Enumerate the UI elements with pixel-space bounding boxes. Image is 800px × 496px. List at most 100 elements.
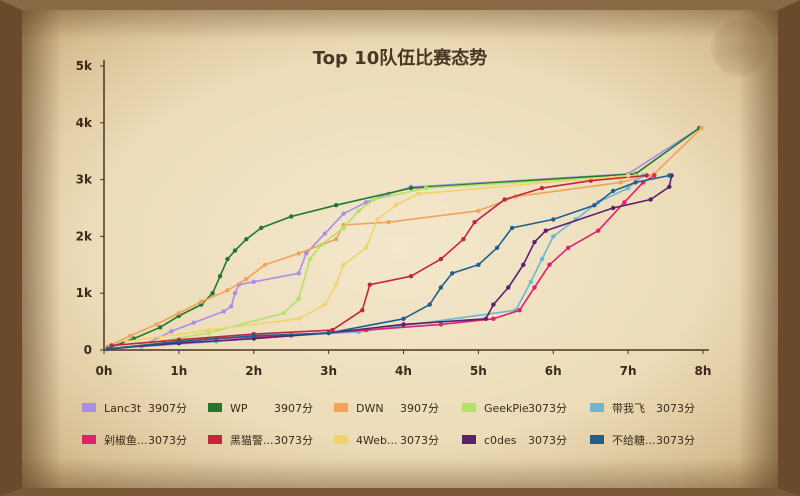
data-point	[333, 282, 339, 287]
data-point	[259, 225, 264, 231]
data-point	[367, 282, 372, 287]
y-tick-label: 5k	[76, 59, 93, 73]
legend-swatch-4	[590, 403, 604, 412]
data-point	[438, 322, 444, 327]
legend-swatch-7	[334, 435, 348, 444]
series-line-3	[141, 174, 636, 346]
data-point	[210, 291, 215, 296]
data-point	[262, 262, 268, 267]
data-point	[667, 173, 672, 178]
legend-score-4: 3073分	[656, 402, 695, 415]
data-point	[521, 262, 526, 267]
data-point	[307, 256, 313, 262]
data-point	[176, 339, 182, 344]
legend-name-0: Lanc3t	[104, 402, 142, 415]
data-point	[206, 327, 211, 333]
data-point	[494, 245, 500, 250]
x-tick-label: 6h	[545, 364, 562, 378]
data-point	[124, 339, 129, 344]
data-point	[356, 208, 361, 213]
legend-score-8: 3073分	[528, 434, 567, 447]
data-point	[393, 203, 399, 208]
x-tick-label: 0h	[96, 364, 113, 378]
data-point	[232, 291, 238, 296]
data-point	[333, 237, 339, 242]
data-point	[539, 256, 545, 262]
data-point	[251, 333, 256, 338]
legend-swatch-2	[334, 403, 348, 412]
data-point	[341, 225, 346, 231]
data-point	[318, 242, 324, 248]
data-point	[427, 302, 432, 307]
legend-swatch-3	[462, 403, 476, 412]
data-point	[699, 125, 704, 131]
series-line-7	[126, 174, 629, 343]
data-point	[322, 231, 328, 236]
legend-name-5: 剁椒鱼...	[104, 433, 148, 447]
legend-name-6: 黑猫警...	[230, 433, 274, 447]
data-point	[618, 180, 623, 185]
data-point	[401, 316, 406, 321]
legend-swatch-1	[208, 403, 222, 412]
data-point	[502, 197, 507, 202]
data-point	[472, 220, 477, 225]
x-tick-label: 4h	[395, 364, 412, 378]
x-tick-label: 5h	[470, 364, 487, 378]
x-tick-label: 3h	[320, 364, 337, 378]
data-point	[363, 245, 369, 250]
data-point	[341, 211, 346, 216]
data-point	[543, 228, 548, 233]
data-point	[438, 256, 444, 262]
legend-swatch-8	[462, 435, 476, 444]
data-point	[592, 203, 597, 208]
data-point	[532, 239, 537, 245]
data-point	[476, 208, 481, 213]
data-point	[225, 256, 230, 262]
data-point	[551, 234, 556, 239]
data-point	[225, 288, 230, 293]
data-point	[551, 217, 556, 222]
legend-score-7: 3073分	[400, 434, 439, 447]
data-point	[652, 173, 657, 178]
data-point	[450, 271, 455, 276]
data-point	[532, 285, 537, 290]
y-tick-label: 0	[84, 343, 92, 357]
data-point	[610, 188, 616, 194]
data-point	[667, 184, 672, 189]
data-point	[217, 274, 223, 279]
y-tick-label: 2k	[76, 229, 93, 243]
legend-swatch-5	[82, 435, 96, 444]
legend-name-1: WP	[230, 402, 248, 415]
data-point	[221, 309, 226, 314]
data-point	[625, 173, 631, 178]
data-point	[416, 191, 421, 196]
data-point	[408, 185, 414, 191]
data-point	[371, 197, 376, 202]
legend-score-5: 3073分	[148, 434, 187, 447]
data-point	[644, 173, 649, 178]
data-point	[491, 316, 496, 321]
legend-score-0: 3907分	[148, 402, 187, 415]
series-line-2	[107, 127, 703, 348]
legend-score-2: 3907分	[400, 402, 439, 415]
legend-score-6: 3073分	[274, 434, 313, 447]
data-point	[251, 279, 256, 284]
x-tick-label: 7h	[620, 364, 637, 378]
data-point	[408, 274, 414, 279]
data-point	[296, 251, 301, 256]
data-point	[476, 262, 481, 267]
data-point	[438, 285, 444, 290]
data-point	[158, 325, 163, 330]
legend-score-3: 3073分	[528, 402, 567, 415]
legend-name-4: 带我飞	[612, 402, 645, 415]
data-point	[289, 214, 294, 219]
data-point	[232, 248, 238, 253]
data-point	[401, 322, 406, 327]
data-point	[154, 322, 159, 327]
data-point	[176, 310, 182, 316]
data-point	[596, 228, 601, 233]
data-point	[169, 329, 174, 334]
data-point	[461, 237, 466, 242]
